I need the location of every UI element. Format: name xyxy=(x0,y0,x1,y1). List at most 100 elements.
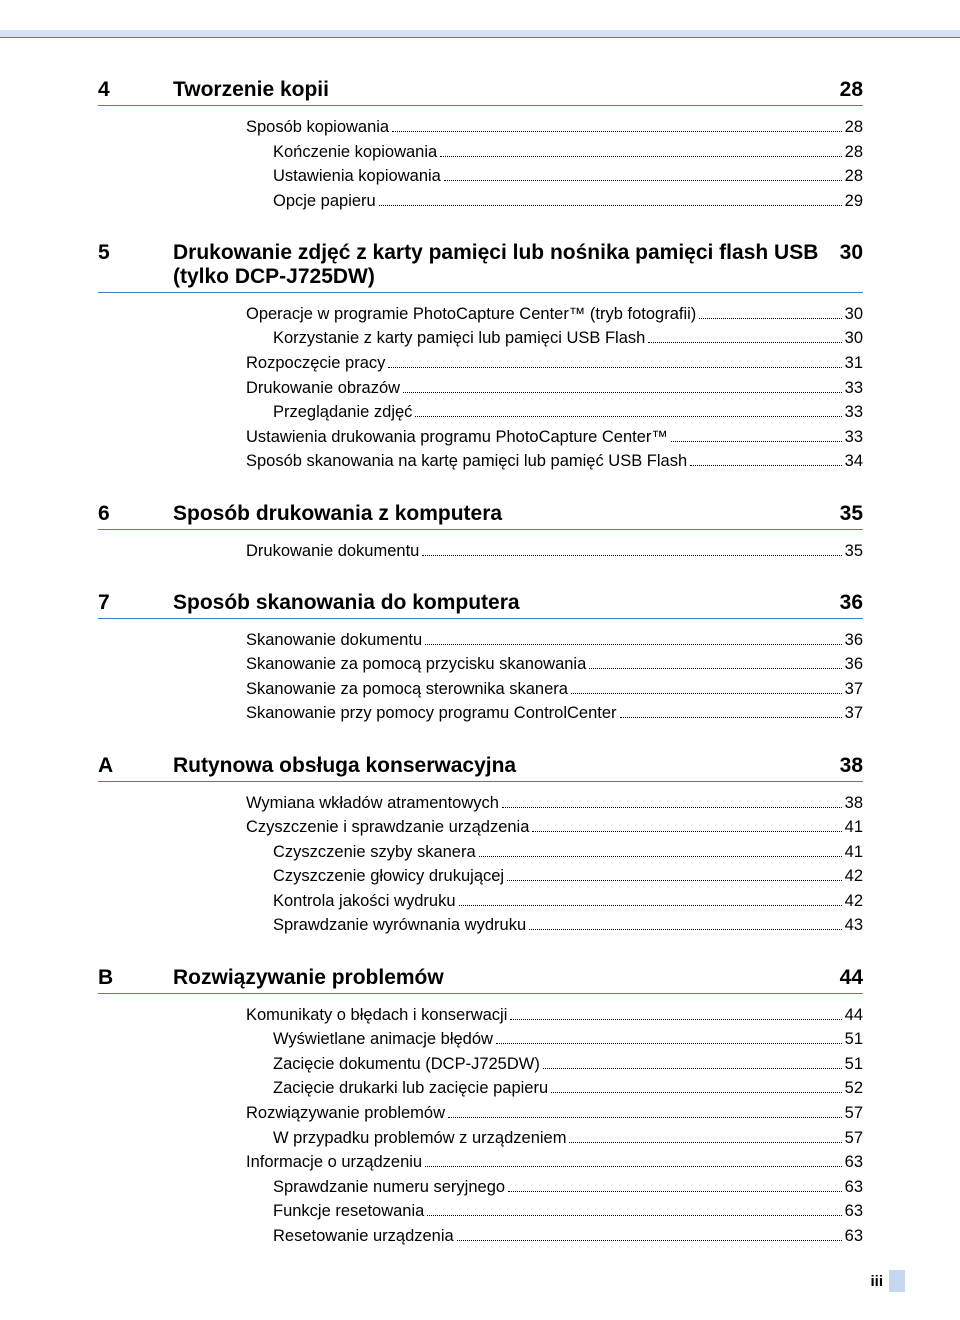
entry-leader-dots xyxy=(403,392,842,393)
toc-entry[interactable]: Zacięcie dokumentu (DCP-J725DW)51 xyxy=(246,1053,863,1076)
section-page: 35 xyxy=(823,502,863,526)
entry-page: 57 xyxy=(845,1102,863,1125)
entry-leader-dots xyxy=(569,1142,841,1143)
section-title: Tworzenie kopii xyxy=(173,78,823,102)
section-entries: Sposób kopiowania28Kończenie kopiowania2… xyxy=(98,116,863,213)
toc-entry[interactable]: Czyszczenie głowicy drukującej 42 xyxy=(246,865,863,888)
toc-entry[interactable]: Skanowanie dokumentu36 xyxy=(246,629,863,652)
entry-page: 63 xyxy=(845,1200,863,1223)
toc-entry[interactable]: Sprawdzanie wyrównania wydruku43 xyxy=(246,914,863,937)
entry-leader-dots xyxy=(690,465,841,466)
toc-entry[interactable]: Rozpoczęcie pracy 31 xyxy=(246,352,863,375)
entry-leader-dots xyxy=(507,880,842,881)
entry-label: Ustawienia kopiowania xyxy=(273,165,441,188)
section-title: Rozwiązywanie problemów xyxy=(173,966,823,990)
entry-label: Rozpoczęcie pracy xyxy=(246,352,385,375)
entry-label: Opcje papieru xyxy=(273,190,376,213)
toc-entry[interactable]: Resetowanie urządzenia63 xyxy=(246,1225,863,1248)
toc-entry[interactable]: Zacięcie drukarki lub zacięcie papieru52 xyxy=(246,1077,863,1100)
entry-leader-dots xyxy=(671,441,842,442)
toc-entry[interactable]: Wymiana wkładów atramentowych 38 xyxy=(246,792,863,815)
toc-section: 5Drukowanie zdjęć z karty pamięci lub no… xyxy=(98,241,863,474)
entry-label: Kontrola jakości wydruku xyxy=(273,890,456,913)
entry-page: 31 xyxy=(845,352,863,375)
entry-label: Wyświetlane animacje błędów xyxy=(273,1028,493,1051)
entry-label: Skanowanie przy pomocy programu ControlC… xyxy=(246,702,617,725)
entry-page: 28 xyxy=(845,165,863,188)
toc-entry[interactable]: Wyświetlane animacje błędów 51 xyxy=(246,1028,863,1051)
entry-label: Czyszczenie i sprawdzanie urządzenia xyxy=(246,816,529,839)
entry-leader-dots xyxy=(440,156,841,157)
entry-page: 33 xyxy=(845,426,863,449)
entry-page: 42 xyxy=(845,890,863,913)
entry-page: 42 xyxy=(845,865,863,888)
entry-page: 36 xyxy=(845,629,863,652)
entry-page: 29 xyxy=(845,190,863,213)
entry-leader-dots xyxy=(479,856,842,857)
toc-entry[interactable]: Ustawienia drukowania programu PhotoCapt… xyxy=(246,426,863,449)
page-footer: iii xyxy=(870,1270,905,1292)
toc-entry[interactable]: Opcje papieru 29 xyxy=(246,190,863,213)
section-entries: Wymiana wkładów atramentowych38Czyszczen… xyxy=(98,792,863,938)
section-number: A xyxy=(98,754,173,778)
entry-page: 63 xyxy=(845,1225,863,1248)
section-header: BRozwiązywanie problemów44 xyxy=(98,966,863,994)
entry-page: 36 xyxy=(845,653,863,676)
entry-leader-dots xyxy=(543,1068,842,1069)
toc-entry[interactable]: Rozwiązywanie problemów 57 xyxy=(246,1102,863,1125)
entry-label: Skanowanie za pomocą przycisku skanowani… xyxy=(246,653,586,676)
entry-leader-dots xyxy=(510,1019,841,1020)
toc-entry[interactable]: Operacje w programie PhotoCapture Center… xyxy=(246,303,863,326)
toc-section: 7Sposób skanowania do komputera36 Skanowa… xyxy=(98,591,863,726)
entry-page: 38 xyxy=(845,792,863,815)
section-header: 7Sposób skanowania do komputera36 xyxy=(98,591,863,619)
toc-entry[interactable]: Sprawdzanie numeru seryjnego63 xyxy=(246,1176,863,1199)
entry-label: Wymiana wkładów atramentowych xyxy=(246,792,499,815)
toc-entry[interactable]: Skanowanie przy pomocy programu ControlC… xyxy=(246,702,863,725)
toc-entry[interactable]: Czyszczenie i sprawdzanie urządzenia41 xyxy=(246,816,863,839)
entry-label: Rozwiązywanie problemów xyxy=(246,1102,445,1125)
entry-label: Sprawdzanie wyrównania wydruku xyxy=(273,914,526,937)
entry-page: 33 xyxy=(845,377,863,400)
toc-entry[interactable]: Komunikaty o błędach i konserwacji44 xyxy=(246,1004,863,1027)
toc-entry[interactable]: Czyszczenie szyby skanera41 xyxy=(246,841,863,864)
entry-page: 37 xyxy=(845,702,863,725)
toc-entry[interactable]: Sposób skanowania na kartę pamięci lub p… xyxy=(246,450,863,473)
footer-accent xyxy=(889,1270,905,1292)
toc-section: 6Sposób drukowania z komputera35 Drukowan… xyxy=(98,502,863,563)
entry-label: Funkcje resetowania xyxy=(273,1200,424,1223)
section-number: 7 xyxy=(98,591,173,615)
toc-entry[interactable]: Sposób kopiowania28 xyxy=(246,116,863,139)
toc-entry[interactable]: Kończenie kopiowania28 xyxy=(246,141,863,164)
toc-entry[interactable]: Skanowanie za pomocą przycisku skanowani… xyxy=(246,653,863,676)
entry-leader-dots xyxy=(529,929,842,930)
entry-page: 28 xyxy=(845,116,863,139)
toc-entry[interactable]: Skanowanie za pomocą sterownika skanera3… xyxy=(246,678,863,701)
toc-entry[interactable]: Informacje o urządzeniu63 xyxy=(246,1151,863,1174)
section-entries: Drukowanie dokumentu35 xyxy=(98,540,863,563)
section-number: B xyxy=(98,966,173,990)
toc-entry[interactable]: Przeglądanie zdjęć33 xyxy=(246,401,863,424)
section-header: 6Sposób drukowania z komputera35 xyxy=(98,502,863,530)
toc-section: 4Tworzenie kopii28Sposób kopiowania28Koń… xyxy=(98,78,863,213)
toc-entry[interactable]: W przypadku problemów z urządzeniem57 xyxy=(246,1127,863,1150)
toc-entry[interactable]: Drukowanie obrazów33 xyxy=(246,377,863,400)
entry-leader-dots xyxy=(532,831,841,832)
entry-label: Operacje w programie PhotoCapture Center… xyxy=(246,303,696,326)
section-number: 5 xyxy=(98,241,173,265)
entry-page: 51 xyxy=(845,1028,863,1051)
entry-leader-dots xyxy=(508,1191,842,1192)
entry-leader-dots xyxy=(392,131,842,132)
entry-label: Sprawdzanie numeru seryjnego xyxy=(273,1176,505,1199)
entry-label: Skanowanie za pomocą sterownika skanera xyxy=(246,678,568,701)
section-title: Sposób drukowania z komputera xyxy=(173,502,823,526)
entry-label: Czyszczenie głowicy drukującej xyxy=(273,865,504,888)
toc-content: 4Tworzenie kopii28Sposób kopiowania28Koń… xyxy=(98,78,863,1276)
toc-entry[interactable]: Ustawienia kopiowania 28 xyxy=(246,165,863,188)
entry-label: Ustawienia drukowania programu PhotoCapt… xyxy=(246,426,668,449)
toc-entry[interactable]: Funkcje resetowania 63 xyxy=(246,1200,863,1223)
toc-entry[interactable]: Kontrola jakości wydruku 42 xyxy=(246,890,863,913)
toc-entry[interactable]: Drukowanie dokumentu35 xyxy=(246,540,863,563)
section-page: 44 xyxy=(823,966,863,990)
toc-entry[interactable]: Korzystanie z karty pamięci lub pamięci … xyxy=(246,327,863,350)
